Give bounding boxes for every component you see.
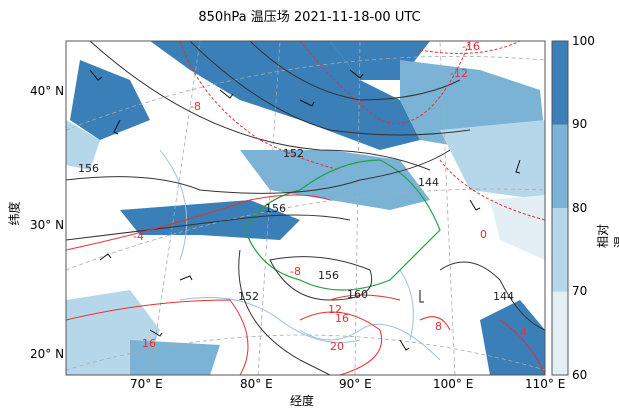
- temperature-label: -12: [450, 67, 468, 80]
- temperature-label: 4: [520, 326, 527, 339]
- geopotential-label: 160: [347, 288, 368, 301]
- lat-tick: 20° N: [30, 347, 65, 361]
- geopotential-label: 144: [418, 176, 439, 189]
- geopotential-label: 144: [493, 290, 514, 303]
- lon-tick: 70° E: [130, 377, 163, 391]
- geopotential-contours: [66, 41, 545, 375]
- y-axis-label: 纬度: [7, 201, 22, 226]
- x-axis-label: 经度: [290, 394, 315, 408]
- lon-tick: 100° E: [433, 377, 474, 391]
- temperature-label: 20: [330, 340, 344, 353]
- temperature-label: -4: [133, 230, 144, 243]
- colorbar-tick: 100: [572, 34, 595, 48]
- temperature-label: -16: [462, 40, 480, 53]
- lat-tick: 30° N: [30, 218, 65, 232]
- geopotential-label: 152: [238, 290, 259, 303]
- colorbar-tick: 80: [572, 201, 588, 215]
- lat-tick: 40° N: [30, 84, 65, 98]
- geopotential-label: 156: [318, 269, 339, 282]
- temperature-label: -8: [290, 265, 301, 278]
- lon-tick: 80° E: [240, 377, 273, 391]
- lon-tick: 110° E: [525, 377, 566, 391]
- plateau-boundary: [244, 159, 441, 291]
- colorbar-tick: 90: [572, 117, 588, 131]
- map-title: 850hPa 温压场 2021-11-18-00 UTC: [198, 10, 421, 25]
- rivers: [159, 149, 441, 361]
- map-frame: [65, 40, 546, 376]
- colorbar-tick: 60: [572, 368, 588, 382]
- temperature-label: 12: [328, 303, 342, 316]
- temperature-contours: [66, 41, 545, 375]
- lon-tick: 90° E: [339, 377, 372, 391]
- temperature-label: 0: [480, 228, 487, 241]
- geopotential-label: 156: [78, 162, 99, 175]
- temperature-label: -8: [190, 100, 201, 113]
- temperature-label: 8: [435, 320, 442, 333]
- colorbar: [551, 40, 569, 376]
- wind-barbs: [89, 69, 521, 351]
- humidity-fill: [66, 41, 545, 375]
- temperature-label: 16: [335, 312, 349, 325]
- graticule: [66, 41, 545, 375]
- temperature-label: 16: [142, 337, 156, 350]
- colorbar-tick: 70: [572, 284, 588, 298]
- geopotential-label: 156: [265, 202, 286, 215]
- geopotential-label: 152: [283, 147, 304, 160]
- colorbar-label: 相对湿度/%: [596, 223, 619, 248]
